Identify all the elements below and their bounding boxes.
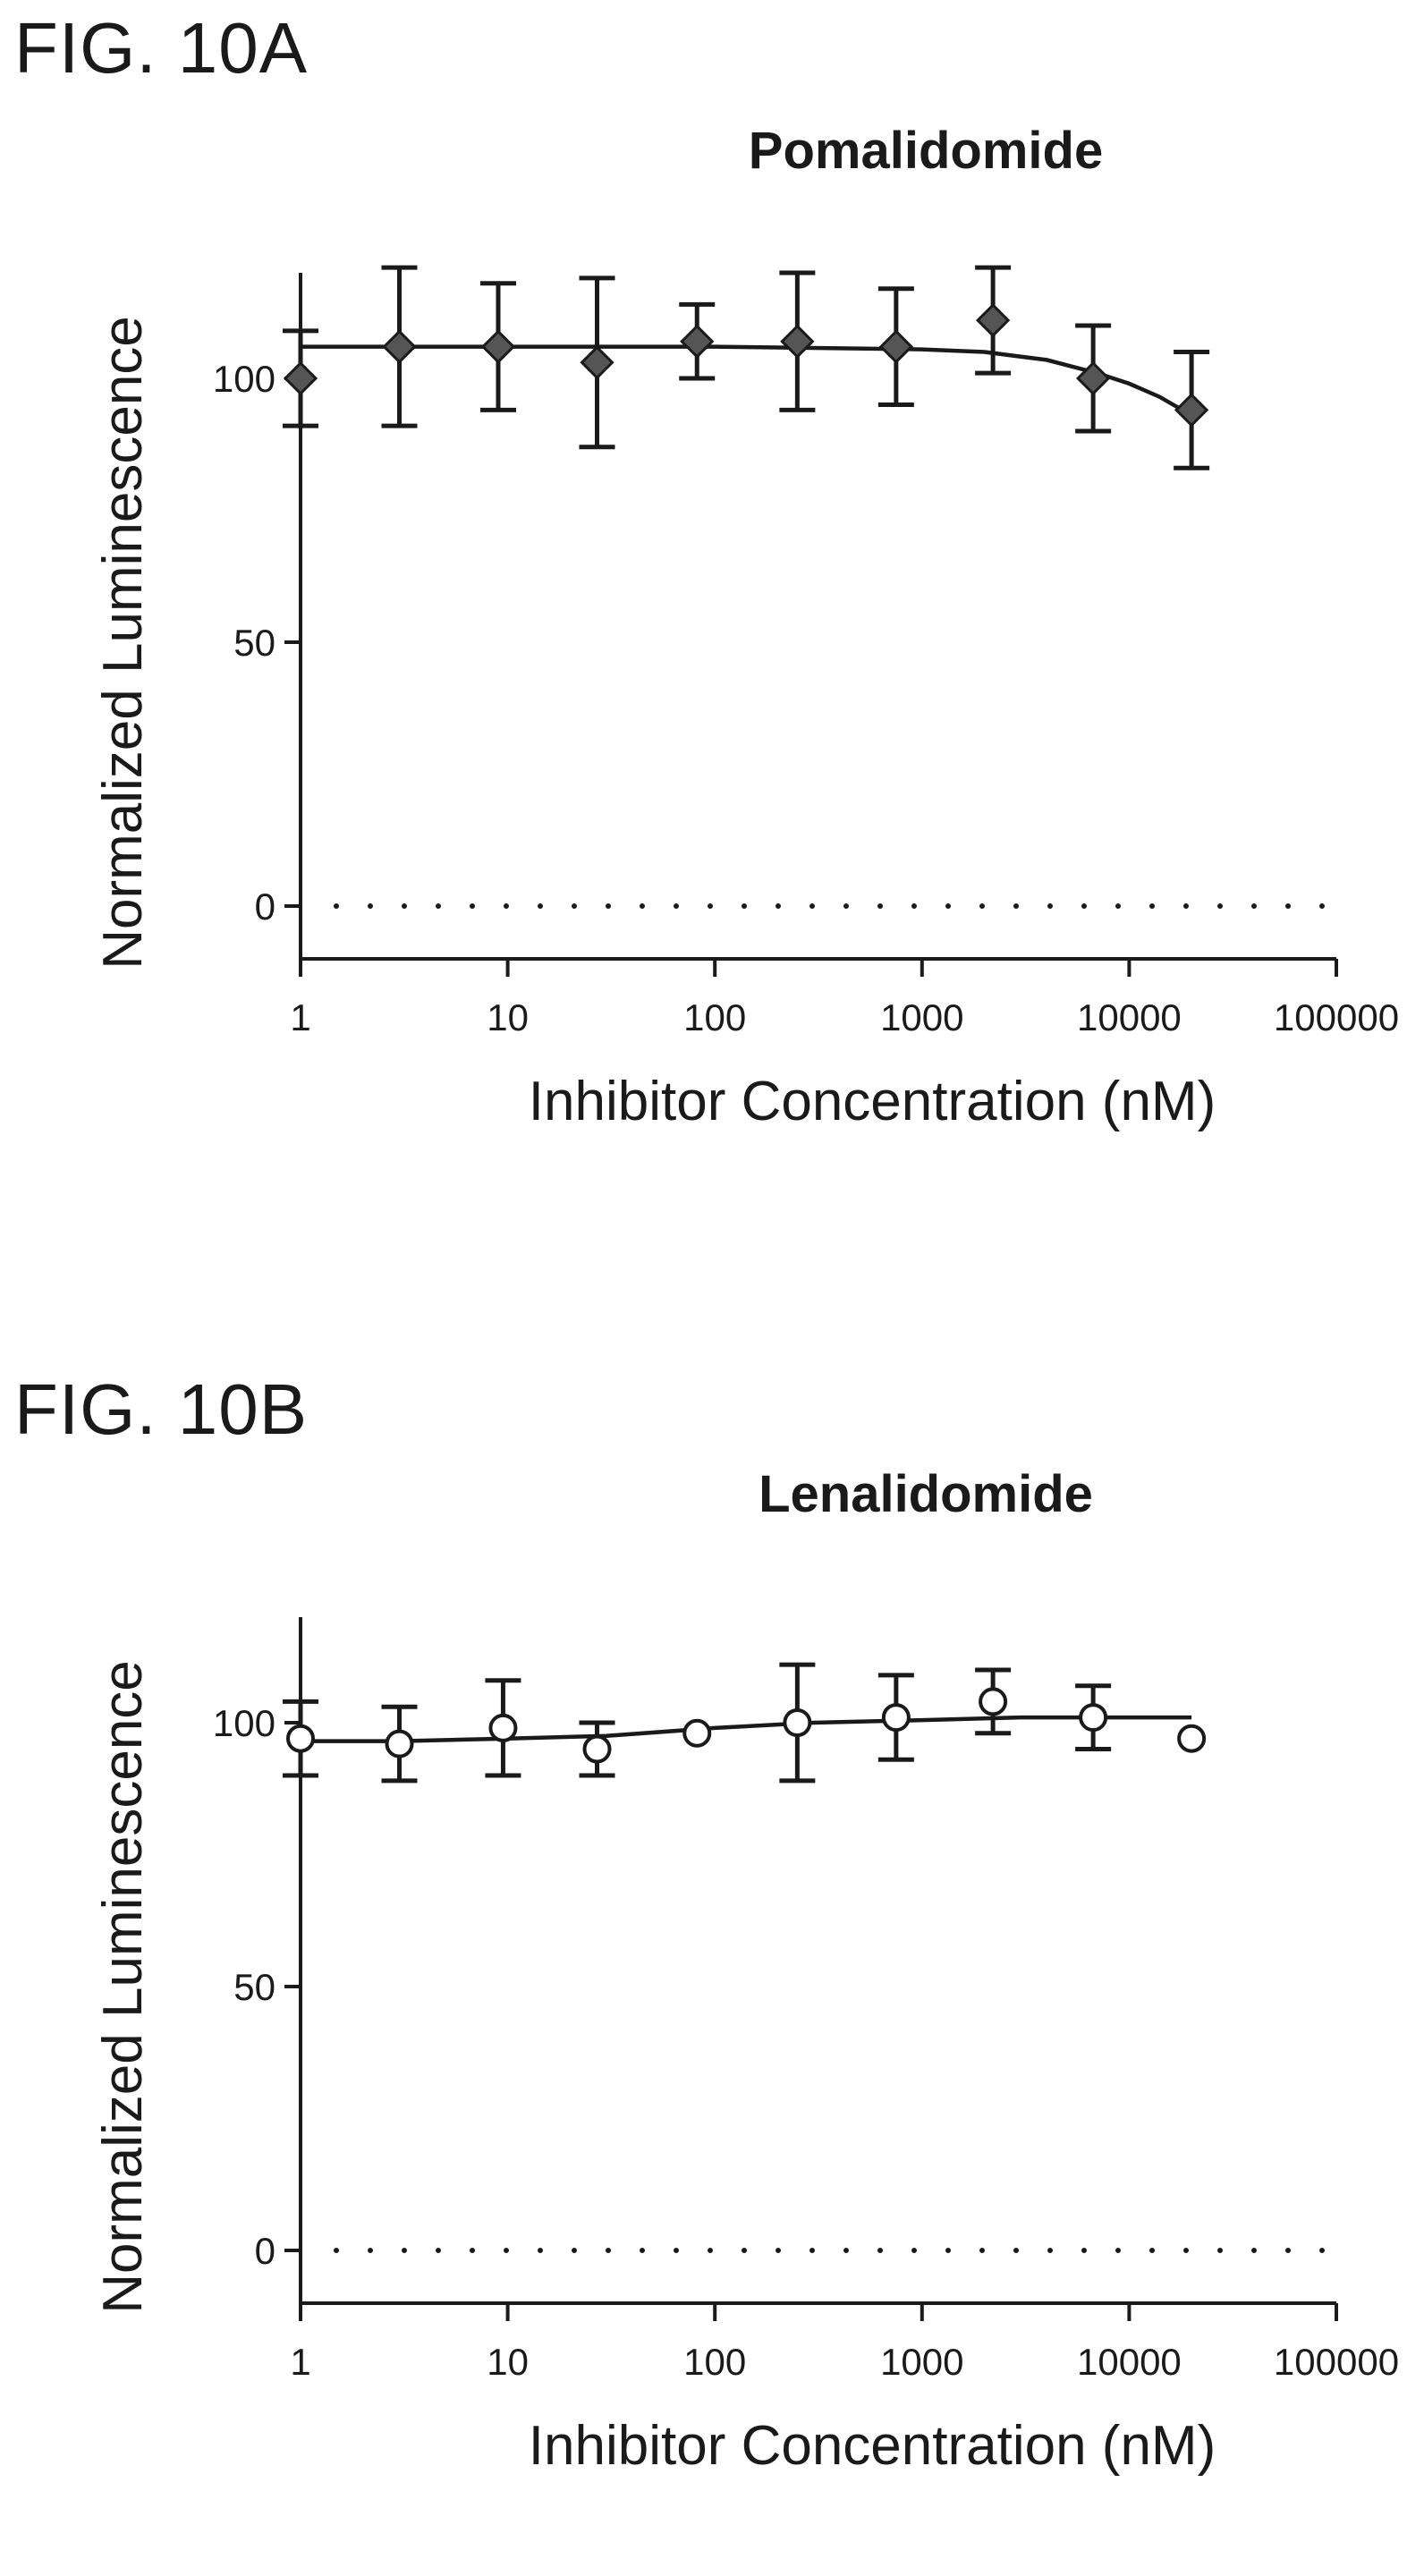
y-tick-label: 50 bbox=[233, 622, 275, 664]
data-point-circle bbox=[682, 1718, 712, 1748]
y-tick-label: 100 bbox=[213, 1702, 275, 1744]
x-tick-label: 10000 bbox=[1077, 2341, 1182, 2383]
chart-pomalidomide: Pomalidomide 0 50 100 1 10 100 1000 10000 100000 I… bbox=[92, 122, 1399, 1132]
data-point-diamond bbox=[1174, 393, 1209, 428]
y-axis-title: Normalized Luminescence bbox=[92, 316, 154, 970]
data-point-circle bbox=[1177, 1724, 1207, 1753]
x-tick-label: 1 bbox=[290, 996, 310, 1038]
data-point-diamond bbox=[480, 329, 516, 364]
y-tick-label: 100 bbox=[213, 358, 275, 400]
data-point-circle bbox=[582, 1734, 612, 1764]
data-point-circle bbox=[488, 1713, 518, 1742]
x-tick-label: 1 bbox=[290, 2341, 310, 2383]
chart-title: Pomalidomide bbox=[749, 122, 1103, 180]
x-tick-label: 10000 bbox=[1077, 996, 1182, 1038]
x-tick-label: 1000 bbox=[880, 996, 963, 1038]
x-axis-title: Inhibitor Concentration (nM) bbox=[529, 1071, 1216, 1132]
chart-title: Lenalidomide bbox=[759, 1465, 1093, 1523]
x-tick-label: 100000 bbox=[1274, 2341, 1399, 2383]
data-point-circle bbox=[385, 1729, 414, 1758]
y-tick-label: 0 bbox=[255, 886, 275, 928]
x-tick-label: 100000 bbox=[1274, 996, 1399, 1038]
x-tick-label: 100 bbox=[683, 996, 746, 1038]
y-tick-label: 0 bbox=[255, 2230, 275, 2272]
x-axis-title: Inhibitor Concentration (nM) bbox=[529, 2415, 1216, 2477]
x-tick-label: 10 bbox=[487, 2341, 529, 2383]
data-point-circle bbox=[979, 1687, 1008, 1716]
data-point-diamond bbox=[780, 324, 815, 359]
chart-lenalidomide: Lenalidomide 0 50 100 1 10 100 1000 10000 100000 I… bbox=[92, 1465, 1399, 2477]
data-point-circle bbox=[1079, 1703, 1108, 1733]
data-point-circle bbox=[783, 1708, 812, 1737]
y-tick-label: 50 bbox=[233, 1966, 275, 2008]
data-point-diamond bbox=[878, 329, 913, 364]
y-axis-title: Normalized Luminescence bbox=[92, 1660, 154, 2314]
data-point-diamond bbox=[1075, 360, 1111, 396]
data-point-circle bbox=[286, 1724, 315, 1753]
data-point-diamond bbox=[975, 302, 1011, 338]
data-point-circle bbox=[881, 1703, 911, 1733]
figure-label-b: FIG. 10B bbox=[14, 1369, 309, 1449]
data-point-diamond bbox=[382, 329, 417, 364]
fit-curve bbox=[301, 1715, 1192, 1743]
figure-label-a: FIG. 10A bbox=[14, 8, 309, 88]
x-tick-label: 1000 bbox=[880, 2341, 963, 2383]
data-point-diamond bbox=[283, 360, 318, 396]
data-point-diamond bbox=[680, 324, 715, 359]
data-point-diamond bbox=[580, 345, 615, 380]
x-tick-label: 10 bbox=[487, 996, 529, 1038]
fit-curve bbox=[301, 344, 1193, 418]
x-tick-label: 100 bbox=[683, 2341, 746, 2383]
